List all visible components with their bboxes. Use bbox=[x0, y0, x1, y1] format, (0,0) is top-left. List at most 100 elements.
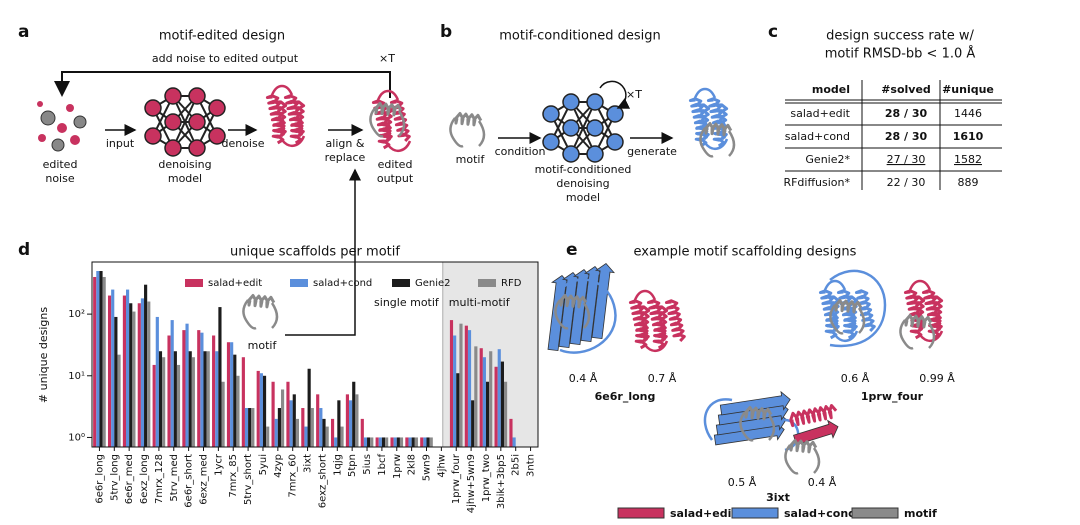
bar bbox=[200, 332, 204, 447]
loop bbox=[927, 322, 936, 349]
bar bbox=[345, 394, 350, 447]
repeat-label: ×T bbox=[379, 52, 395, 65]
x-tick-label: 1qjg bbox=[332, 454, 343, 476]
strand bbox=[591, 262, 615, 340]
bar bbox=[399, 437, 404, 447]
network-node bbox=[144, 99, 162, 117]
table-cell: 28 / 30 bbox=[885, 107, 928, 120]
bar bbox=[185, 323, 189, 447]
loop bbox=[829, 304, 844, 335]
helix bbox=[652, 305, 669, 350]
bar bbox=[464, 325, 468, 447]
x-tick-label: 3ixt bbox=[303, 454, 314, 473]
helix bbox=[454, 112, 483, 127]
bar bbox=[497, 349, 501, 447]
helix bbox=[374, 102, 403, 117]
loop bbox=[899, 319, 914, 350]
x-tick-label: 7mrx_60 bbox=[288, 454, 299, 498]
bar bbox=[420, 437, 424, 447]
table-cell: salad+cond bbox=[785, 130, 850, 143]
model-label: model bbox=[566, 191, 600, 204]
bar bbox=[126, 289, 130, 447]
motif-icon bbox=[242, 294, 279, 330]
bar bbox=[325, 426, 329, 447]
bar bbox=[251, 408, 255, 447]
bar bbox=[137, 303, 141, 447]
bar bbox=[330, 418, 335, 447]
bar bbox=[352, 381, 356, 447]
table-cell: 889 bbox=[958, 176, 979, 189]
bar bbox=[102, 276, 106, 447]
network-node bbox=[606, 105, 624, 123]
panel-letter: a bbox=[18, 22, 29, 42]
legend-label: Genie2 bbox=[415, 278, 451, 289]
x-tick-label: 2b5i bbox=[511, 454, 522, 476]
helix bbox=[909, 295, 926, 340]
table-header: #solved bbox=[881, 83, 931, 96]
bar bbox=[289, 400, 293, 447]
bar bbox=[449, 320, 454, 447]
loop bbox=[767, 414, 776, 441]
legend-label: RFD bbox=[501, 278, 522, 289]
bar bbox=[429, 437, 433, 447]
bar bbox=[286, 381, 290, 447]
bar bbox=[144, 284, 148, 447]
x-tick-label: 5wn9 bbox=[422, 454, 433, 481]
loop bbox=[270, 84, 306, 148]
bar bbox=[162, 357, 166, 447]
bar bbox=[375, 437, 379, 447]
helix bbox=[271, 100, 288, 145]
bar bbox=[114, 316, 118, 447]
bar bbox=[259, 373, 263, 447]
helix bbox=[704, 122, 733, 137]
bar bbox=[191, 357, 195, 447]
helix bbox=[247, 294, 276, 309]
helix bbox=[664, 299, 686, 343]
bar bbox=[236, 375, 240, 447]
table-cell: 1446 bbox=[954, 107, 982, 120]
x-tick-label: 1bcf bbox=[377, 454, 388, 476]
table-cell: Genie2* bbox=[805, 153, 850, 166]
bar bbox=[271, 381, 275, 447]
x-tick-label: 3ntn bbox=[526, 454, 537, 477]
chart-title: unique scaffolds per motif bbox=[230, 245, 400, 260]
motif-label: motif bbox=[456, 153, 486, 166]
helix bbox=[834, 299, 863, 314]
loop bbox=[242, 299, 257, 330]
rmsd-label: 0.6 Å bbox=[841, 372, 870, 385]
rmsd-label: 0.5 Å bbox=[728, 476, 757, 489]
protein-icon bbox=[369, 89, 412, 153]
panel-letter: c bbox=[768, 22, 778, 42]
loop bbox=[784, 444, 799, 475]
helix bbox=[634, 305, 651, 350]
network-node bbox=[208, 99, 226, 117]
panel-a: motif-edited design add noise to edited … bbox=[37, 29, 414, 352]
loop bbox=[823, 279, 859, 343]
bar bbox=[173, 351, 177, 447]
bar bbox=[107, 295, 112, 447]
bar bbox=[266, 426, 270, 447]
bar bbox=[256, 370, 260, 447]
network-node bbox=[562, 145, 580, 163]
bar bbox=[233, 354, 237, 447]
legend-label: salad+cond bbox=[784, 507, 856, 520]
bar bbox=[512, 437, 516, 447]
bar bbox=[307, 368, 311, 447]
output-label: edited bbox=[378, 158, 413, 171]
helix bbox=[559, 294, 588, 309]
network-node bbox=[164, 139, 182, 157]
network-node bbox=[208, 127, 226, 145]
network-node bbox=[542, 133, 560, 151]
loop-arrow bbox=[54, 71, 391, 98]
network-icon bbox=[542, 93, 624, 163]
bar bbox=[310, 408, 314, 447]
loop bbox=[739, 411, 754, 442]
network-node bbox=[188, 87, 206, 105]
bar bbox=[485, 381, 490, 447]
bar bbox=[381, 437, 386, 447]
bar bbox=[456, 373, 460, 447]
helix bbox=[744, 406, 773, 421]
helix bbox=[694, 103, 711, 148]
arrow-label: align & bbox=[326, 137, 365, 150]
bar bbox=[140, 298, 145, 447]
